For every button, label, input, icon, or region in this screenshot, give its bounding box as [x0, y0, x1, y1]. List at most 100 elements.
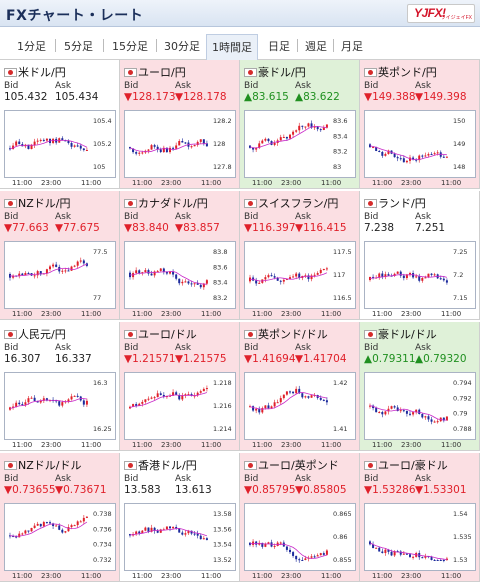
tab-1min[interactable]: 1分足 — [17, 40, 46, 53]
candle-body — [199, 391, 202, 393]
candle-body — [45, 398, 48, 401]
currency-pair-link[interactable]: 豪ドル/円 — [244, 64, 306, 79]
candle-body — [187, 281, 190, 284]
rate-card[interactable]: 英ポンド/ドル Bid Ask ▼1.41694 ▼1.41704 1.42 1.41 11:… — [240, 322, 360, 451]
currency-pair-link[interactable]: ユーロ/英ポンド — [244, 457, 339, 472]
ask-price: ▼1.21575 — [175, 353, 227, 365]
currency-pair-link[interactable]: ユーロ/豪ドル — [364, 457, 448, 472]
candle-body — [313, 556, 316, 558]
currency-pair-link[interactable]: 米ドル/円 — [4, 64, 66, 79]
pair-name: 人民元/円 — [18, 328, 66, 341]
candle-body — [165, 526, 168, 530]
candle-body — [292, 276, 295, 278]
candle-body — [42, 398, 45, 401]
candlestick-chart[interactable]: 105.4 105.2 105 — [4, 110, 116, 178]
rate-card[interactable]: 豪ドル/ドル Bid Ask ▲0.79311 ▲0.79320 0.794 0.792 0.… — [360, 322, 480, 451]
flag-icon — [4, 199, 17, 208]
currency-pair-link[interactable]: 香港ドル/円 — [124, 457, 197, 472]
tab-weekly[interactable]: 週足 — [305, 40, 327, 53]
candlestick-chart[interactable]: 16.3 16.25 — [4, 372, 116, 440]
rate-card[interactable]: NZドル/円 Bid Ask ▼77.663 ▼77.675 77.5 77 11:00 23:… — [0, 191, 120, 320]
rate-card[interactable]: 米ドル/円 Bid Ask 105.432 105.434 105.4 105.2 105 11… — [0, 60, 120, 189]
currency-pair-link[interactable]: スイスフラン/円 — [244, 195, 338, 210]
currency-pair-link[interactable]: NZドル/円 — [4, 195, 71, 210]
tab-1hour[interactable]: 1時間足 — [206, 34, 258, 60]
tab-30min[interactable]: 30分足 — [164, 40, 200, 53]
candle-body — [421, 557, 424, 559]
currency-pair-link[interactable]: ユーロ/ドル — [124, 326, 197, 341]
candle-body — [424, 556, 427, 558]
candlestick-chart[interactable]: 83.8 83.6 83.4 83.2 — [124, 241, 236, 309]
candle-body — [178, 395, 181, 400]
rate-card[interactable]: カナダドル/円 Bid Ask ▼83.840 ▼83.857 83.8 83.6 83.4 8… — [120, 191, 240, 320]
pair-name: 香港ドル/円 — [138, 459, 197, 472]
currency-pair-link[interactable]: NZドル/ドル — [4, 457, 81, 472]
tab-daily[interactable]: 日足 — [268, 40, 290, 53]
candlestick-chart[interactable]: 77.5 77 — [4, 241, 116, 309]
candle-body — [442, 156, 445, 158]
rate-card[interactable]: 英ポンド/円 Bid Ask ▼149.388 ▼149.398 150 149 148 11:… — [360, 60, 480, 189]
candle-body — [55, 525, 58, 527]
candle-body — [85, 150, 88, 152]
rate-card[interactable]: スイスフラン/円 Bid Ask ▼116.397 ▼116.415 117.5 117 11… — [240, 191, 360, 320]
candlestick-chart[interactable]: 13.58 13.56 13.54 13.52 — [124, 503, 236, 571]
currency-pair-link[interactable]: カナダドル/円 — [124, 195, 208, 210]
y-tick-label: 1.214 — [213, 425, 232, 433]
tab-15min[interactable]: 15分足 — [112, 40, 148, 53]
candle-body — [178, 141, 181, 146]
pair-name: NZドル/円 — [18, 197, 71, 210]
rate-card[interactable]: ユーロ/円 Bid Ask ▼128.173 ▼128.178 128.2 128 127.8… — [120, 60, 240, 189]
flag-icon — [4, 330, 17, 339]
currency-pair-link[interactable]: 人民元/円 — [4, 326, 66, 341]
x-tick-label: 11:00 — [372, 179, 393, 187]
candle-body — [187, 394, 190, 396]
candlestick-chart[interactable]: 128.2 128 127.8 — [124, 110, 236, 178]
rate-card[interactable]: 人民元/円 Bid Ask 16.307 16.337 16.3 16.25 11:00 23:… — [0, 322, 120, 451]
candle-body — [58, 401, 61, 406]
rate-card[interactable]: ユーロ/豪ドル Bid Ask ▼1.53286 ▼1.53301 1.54 1.535 1.… — [360, 453, 480, 582]
ask-price: 7.251 — [415, 222, 446, 234]
yjfx-logo[interactable]: YJFX! ワイジェイFX — [407, 4, 475, 23]
candle-body — [289, 134, 291, 139]
candlestick-chart[interactable]: 0.794 0.792 0.79 0.788 — [364, 372, 476, 440]
rate-card[interactable]: ユーロ/ドル Bid Ask ▼1.21571 ▼1.21575 1.218 1.216 1.… — [120, 322, 240, 451]
currency-pair-link[interactable]: 豪ドル/ドル — [364, 326, 437, 341]
candle-body — [165, 271, 168, 274]
candlestick-chart[interactable]: 117.5 117 116.5 — [244, 241, 356, 309]
candle-body — [285, 137, 288, 139]
candlestick-chart[interactable]: 0.865 0.86 0.855 — [244, 503, 356, 571]
candle-body — [61, 270, 64, 272]
candle-body — [264, 138, 267, 141]
rate-card[interactable]: NZドル/ドル Bid Ask ▼0.73655 ▼0.73671 0.738 0.736 0… — [0, 453, 120, 582]
rate-card[interactable]: 香港ドル/円 Bid Ask 13.583 13.613 13.58 13.56 13.54 1… — [120, 453, 240, 582]
candle-body — [64, 140, 67, 142]
currency-pair-link[interactable]: ランド/円 — [364, 195, 426, 210]
candlestick-chart[interactable]: 83.6 83.4 83.2 83 — [244, 110, 356, 178]
candlestick-chart[interactable]: 7.25 7.2 7.15 — [364, 241, 476, 309]
tab-5min[interactable]: 5分足 — [64, 40, 93, 53]
candle-body — [445, 280, 448, 283]
rate-card[interactable]: 豪ドル/円 Bid Ask ▲83.615 ▲83.622 83.6 83.4 83.2 83 1… — [240, 60, 360, 189]
candlestick-chart[interactable]: 1.54 1.535 1.53 — [364, 503, 476, 571]
ask-label: Ask — [295, 81, 312, 91]
candle-body — [144, 270, 147, 273]
candlestick-chart[interactable]: 1.42 1.41 — [244, 372, 356, 440]
currency-pair-link[interactable]: ユーロ/円 — [124, 64, 186, 79]
currency-pair-link[interactable]: 英ポンド/円 — [364, 64, 437, 79]
rate-card[interactable]: ユーロ/英ポンド Bid Ask ▼0.85795 ▼0.85805 0.865 0.86 0… — [240, 453, 360, 582]
candle-body — [181, 281, 184, 284]
currency-pair-link[interactable]: 英ポンド/ドル — [244, 326, 328, 341]
candlestick-chart[interactable]: 0.738 0.736 0.734 0.732 — [4, 503, 116, 571]
page-title: FXチャート・レート — [6, 8, 144, 24]
candle-body — [135, 404, 138, 406]
candle-body — [384, 274, 387, 277]
candlestick-chart[interactable]: 1.218 1.216 1.214 — [124, 372, 236, 440]
candle-body — [319, 397, 322, 400]
candlestick-chart[interactable]: 150 149 148 — [364, 110, 476, 178]
x-tick-label: 11:00 — [321, 441, 342, 449]
candle-body — [135, 531, 138, 535]
tab-monthly[interactable]: 月足 — [341, 40, 363, 53]
rate-card[interactable]: ランド/円 Bid Ask 7.238 7.251 7.25 7.2 7.15 11:00 23:… — [360, 191, 480, 320]
candle-body — [285, 278, 288, 280]
candle-body — [21, 273, 24, 276]
